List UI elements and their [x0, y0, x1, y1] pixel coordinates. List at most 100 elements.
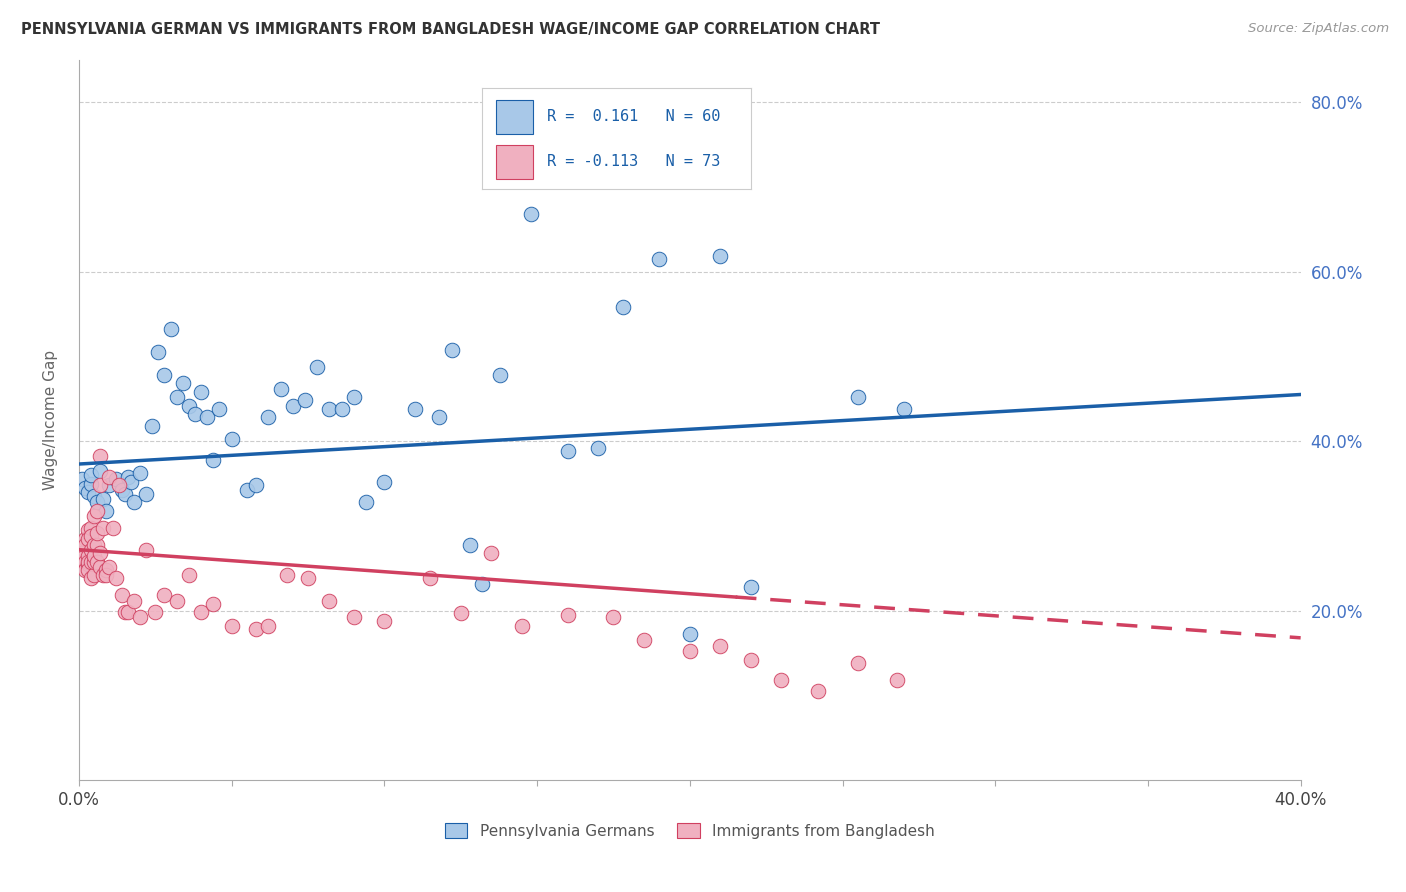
Point	[135, 542, 157, 557]
Text: Source: ZipAtlas.com: Source: ZipAtlas.com	[1249, 22, 1389, 36]
Point	[93, 491, 115, 506]
Point	[846, 657, 869, 671]
Point	[89, 464, 111, 478]
Point	[709, 640, 731, 654]
Point	[80, 520, 103, 534]
Point	[96, 503, 118, 517]
Point	[257, 619, 280, 633]
Point	[70, 551, 93, 566]
Point	[83, 555, 105, 569]
Point	[98, 478, 121, 492]
Point	[70, 546, 93, 560]
Point	[96, 563, 118, 577]
Point	[101, 520, 124, 534]
Point	[104, 572, 127, 586]
Point	[166, 593, 188, 607]
Point	[77, 555, 100, 569]
Point	[177, 399, 200, 413]
Point	[83, 549, 105, 563]
Point	[633, 633, 655, 648]
Point	[557, 444, 579, 458]
Point	[86, 495, 108, 509]
Point	[208, 401, 231, 416]
Point	[419, 572, 441, 586]
Point	[373, 614, 395, 628]
Point	[129, 610, 152, 624]
Point	[479, 546, 502, 560]
Point	[195, 410, 218, 425]
Point	[373, 475, 395, 489]
Point	[104, 472, 127, 486]
Point	[354, 495, 377, 509]
Point	[80, 476, 103, 491]
Point	[89, 450, 111, 464]
Point	[122, 495, 145, 509]
Point	[111, 589, 134, 603]
Point	[86, 525, 108, 540]
Point	[98, 559, 121, 574]
Point	[520, 207, 543, 221]
Point	[679, 627, 702, 641]
Point	[80, 572, 103, 586]
Point	[602, 610, 624, 624]
Point	[450, 606, 472, 620]
Point	[166, 390, 188, 404]
Point	[184, 407, 207, 421]
Point	[89, 559, 111, 574]
Point	[307, 359, 329, 374]
Point	[80, 542, 103, 557]
Point	[93, 520, 115, 534]
Point	[73, 532, 96, 546]
Point	[73, 555, 96, 569]
Point	[120, 475, 142, 489]
Point	[270, 382, 292, 396]
Point	[297, 572, 319, 586]
Point	[73, 538, 96, 552]
Point	[202, 597, 225, 611]
Point	[77, 549, 100, 563]
Point	[77, 563, 100, 577]
Point	[129, 467, 152, 481]
Point	[135, 486, 157, 500]
Point	[153, 589, 176, 603]
Point	[190, 606, 212, 620]
Point	[117, 606, 139, 620]
Point	[330, 401, 353, 416]
Point	[257, 410, 280, 425]
Point	[172, 376, 194, 391]
Point	[148, 345, 170, 359]
Point	[114, 606, 136, 620]
Point	[679, 644, 702, 658]
Point	[202, 452, 225, 467]
Point	[73, 563, 96, 577]
Point	[471, 576, 494, 591]
Point	[83, 568, 105, 582]
Point	[122, 593, 145, 607]
Point	[83, 538, 105, 552]
Point	[846, 390, 869, 404]
Point	[86, 555, 108, 569]
Point	[98, 469, 121, 483]
Point	[177, 568, 200, 582]
Point	[89, 546, 111, 560]
Point	[86, 538, 108, 552]
Point	[111, 483, 134, 498]
Point	[648, 252, 671, 266]
Point	[80, 468, 103, 483]
Y-axis label: Wage/Income Gap: Wage/Income Gap	[44, 350, 58, 490]
Point	[83, 489, 105, 503]
Point	[114, 486, 136, 500]
Point	[586, 441, 609, 455]
Point	[221, 433, 243, 447]
Point	[77, 557, 100, 571]
Point	[318, 593, 340, 607]
Point	[557, 607, 579, 622]
Point	[740, 580, 762, 594]
Point	[458, 538, 481, 552]
Point	[709, 249, 731, 263]
Point	[77, 532, 100, 546]
Point	[343, 390, 366, 404]
Point	[276, 568, 298, 582]
Point	[141, 418, 163, 433]
Point	[510, 619, 533, 633]
